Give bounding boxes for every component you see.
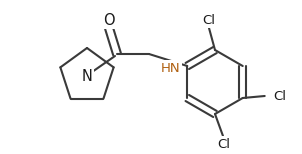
Text: Cl: Cl (217, 138, 230, 150)
Text: Cl: Cl (203, 14, 216, 26)
Text: HN: HN (161, 61, 181, 75)
Text: N: N (82, 69, 92, 83)
Text: O: O (103, 12, 115, 28)
Text: Cl: Cl (274, 89, 287, 103)
